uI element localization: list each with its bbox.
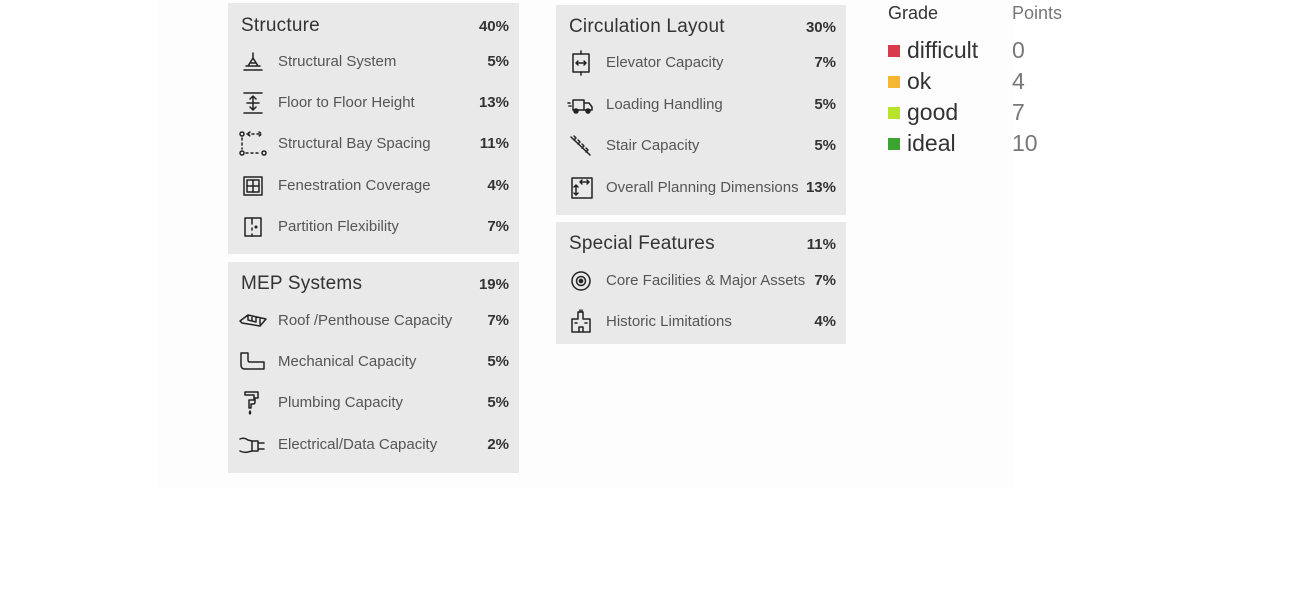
legend-row-ideal: ideal 10 — [888, 128, 1088, 159]
mep-panel: MEP Systems 19% Roof /Penthouse Capacity… — [228, 262, 519, 473]
structure-percent: 40% — [478, 17, 509, 35]
roof-icon — [236, 306, 270, 336]
circulation-percent: 30% — [805, 18, 836, 36]
elevator-percent: 7% — [814, 54, 836, 71]
electrical-label: Electrical/Data Capacity — [278, 436, 438, 453]
partition-icon — [236, 212, 270, 242]
plumbing-label: Plumbing Capacity — [278, 394, 404, 411]
core-facilities-row: Core Facilities & Major Assets 7% — [564, 260, 836, 301]
structure-header: Structure 40% — [241, 4, 509, 48]
grade-legend: Grade Points difficult 0 ok 4 good 7 ide… — [888, 3, 1088, 173]
fenestration-row: Fenestration Coverage 4% — [236, 165, 509, 206]
roof-row: Roof /Penthouse Capacity 7% — [236, 300, 509, 341]
legend-grade-header: Grade — [888, 3, 939, 23]
legend-points-difficult: 0 — [1012, 37, 1025, 63]
stair-percent: 5% — [814, 137, 836, 154]
legend-swatch-ideal — [888, 138, 900, 150]
legend-row-difficult: difficult 0 — [888, 35, 1088, 66]
legend-swatch-ok — [888, 76, 900, 88]
loading-percent: 5% — [814, 96, 836, 113]
partition-row: Partition Flexibility 7% — [236, 206, 509, 247]
legend-swatch-difficult — [888, 45, 900, 57]
duct-icon — [236, 347, 270, 377]
elevator-icon — [564, 48, 598, 78]
mep-header: MEP Systems 19% — [241, 262, 509, 306]
floor-height-row: Floor to Floor Height 13% — [236, 82, 509, 123]
fenestration-percent: 4% — [487, 177, 509, 194]
legend-points-ok: 4 — [1012, 68, 1025, 94]
bay-spacing-icon — [236, 129, 270, 159]
structural-system-row: Structural System 5% — [236, 41, 509, 82]
stairs-icon — [564, 131, 598, 161]
special-panel: Special Features 11% Core Facilities & M… — [556, 222, 846, 344]
special-title: Special Features — [569, 233, 715, 254]
roof-label: Roof /Penthouse Capacity — [278, 312, 453, 329]
partition-percent: 7% — [487, 218, 509, 235]
structural-system-label: Structural System — [278, 53, 397, 70]
special-header: Special Features 11% — [569, 222, 836, 266]
planning-dimensions-row: Overall Planning Dimensions 13% — [564, 167, 836, 208]
structure-panel: Structure 40% Structural System 5% Floor… — [228, 3, 519, 254]
plumbing-percent: 5% — [487, 394, 509, 411]
structural-system-icon — [236, 47, 270, 77]
window-icon — [236, 171, 270, 201]
legend-grade-difficult: difficult — [907, 37, 979, 63]
historic-percent: 4% — [814, 313, 836, 330]
mep-percent: 19% — [478, 275, 509, 293]
historic-label: Historic Limitations — [606, 313, 732, 330]
legend-points-header: Points — [1012, 3, 1063, 23]
legend-row-good: good 7 — [888, 97, 1088, 128]
legend-points-good: 7 — [1012, 99, 1025, 125]
stair-row: Stair Capacity 5% — [564, 125, 836, 166]
legend-swatch-good — [888, 107, 900, 119]
floor-height-icon — [236, 88, 270, 118]
partition-label: Partition Flexibility — [278, 218, 399, 235]
core-facilities-percent: 7% — [814, 272, 836, 289]
planning-dimensions-label: Overall Planning Dimensions — [606, 179, 799, 196]
plug-icon — [236, 430, 270, 460]
circulation-title: Circulation Layout — [569, 16, 725, 37]
mep-title: MEP Systems — [241, 273, 363, 294]
mechanical-percent: 5% — [487, 353, 509, 370]
electrical-row: Electrical/Data Capacity 2% — [236, 424, 509, 465]
truck-icon — [564, 90, 598, 120]
structure-title: Structure — [241, 15, 320, 36]
faucet-icon — [236, 388, 270, 418]
circulation-panel: Circulation Layout 30% Elevator Capacity… — [556, 5, 846, 215]
mechanical-label: Mechanical Capacity — [278, 353, 417, 370]
floor-height-label: Floor to Floor Height — [278, 94, 415, 111]
target-icon — [564, 266, 598, 296]
bay-spacing-label: Structural Bay Spacing — [278, 135, 431, 152]
bay-spacing-row: Structural Bay Spacing 11% — [236, 123, 509, 164]
fenestration-label: Fenestration Coverage — [278, 177, 431, 194]
legend-grade-ideal: ideal — [907, 130, 956, 156]
core-facilities-label: Core Facilities & Major Assets — [606, 272, 806, 289]
plumbing-row: Plumbing Capacity 5% — [236, 382, 509, 423]
mechanical-row: Mechanical Capacity 5% — [236, 341, 509, 382]
legend-points-ideal: 10 — [1012, 130, 1038, 156]
floor-height-percent: 13% — [478, 94, 509, 111]
special-percent: 11% — [806, 235, 836, 253]
legend-grade-good: good — [907, 99, 959, 125]
dimensions-icon — [564, 173, 598, 203]
elevator-label: Elevator Capacity — [606, 54, 724, 71]
elevator-row: Elevator Capacity 7% — [564, 42, 836, 83]
roof-percent: 7% — [487, 312, 509, 329]
historic-building-icon — [564, 307, 598, 337]
structural-system-percent: 5% — [487, 53, 509, 70]
legend-row-ok: ok 4 — [888, 66, 1088, 97]
planning-dimensions-percent: 13% — [805, 179, 836, 196]
circulation-header: Circulation Layout 30% — [569, 5, 836, 49]
loading-row: Loading Handling 5% — [564, 84, 836, 125]
stair-label: Stair Capacity — [606, 137, 700, 154]
electrical-percent: 2% — [487, 436, 509, 453]
bay-spacing-percent: 11% — [479, 135, 509, 152]
loading-label: Loading Handling — [606, 96, 723, 113]
historic-row: Historic Limitations 4% — [564, 301, 836, 342]
legend-grade-ok: ok — [907, 68, 932, 94]
